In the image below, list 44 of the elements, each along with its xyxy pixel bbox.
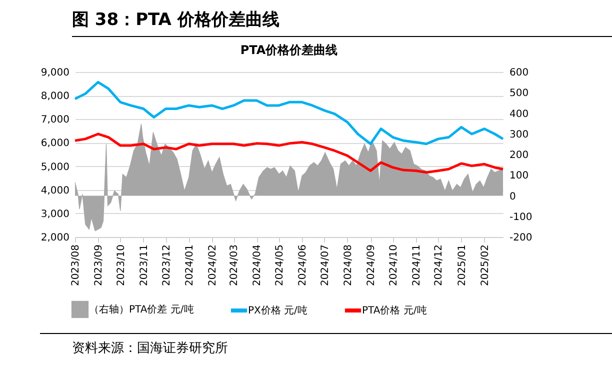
chart-subtitle: PTA价格价差曲线 [240, 43, 338, 57]
y2-tick-label: -200 [510, 232, 532, 244]
legend-label: （右轴）PTA价差 元/吨 [89, 303, 194, 316]
text: 资料来源：国海证券研究所 [72, 340, 228, 357]
x-tick-label: 2024/04 [252, 244, 264, 286]
y-tick-label: 6,000 [40, 138, 70, 150]
x-tick-label: 2025/01 [456, 244, 468, 286]
x-tick-label: 2024/08 [342, 244, 354, 286]
y-tick-label: 9,000 [40, 68, 70, 78]
x-tick-label: 2024/02 [207, 244, 218, 286]
x-tick-label: 2025/02 [480, 244, 491, 286]
x-tick-label: 2024/12 [434, 244, 445, 286]
x-tick-label: 2023/10 [116, 244, 127, 286]
x-tick-label: 2023/12 [161, 244, 172, 286]
x-tick-label: 2024/05 [274, 244, 286, 286]
y-tick-label: 8,000 [40, 91, 70, 102]
x-tick-label: 2023/11 [138, 244, 150, 286]
y2-tick-label: 0 [510, 191, 516, 202]
y-tick-label: 2,000 [40, 232, 70, 244]
y2-tick-label: -100 [510, 212, 532, 223]
x-tick-label: 2024/01 [184, 244, 196, 286]
x-tick-label: 2023/09 [94, 244, 105, 286]
y-tick-label: 7,000 [40, 114, 70, 126]
x-tick-label: 2024/06 [298, 244, 309, 286]
y2-tick-label: 400 [510, 108, 529, 120]
line-series [74, 80, 504, 146]
x-tick-label: 2024/03 [229, 244, 240, 286]
x-tick-label: 2023/08 [70, 244, 82, 286]
line-series [74, 132, 504, 174]
y2-tick-label: 300 [510, 129, 529, 140]
legend-label: PTA价格 元/吨 [362, 304, 427, 316]
x-tick-label: 2024/11 [411, 244, 422, 286]
x-tick-label: 2024/09 [366, 244, 378, 286]
x-tick-label: 2024/07 [320, 244, 331, 286]
legend-label: PX价格 元/吨 [248, 304, 308, 316]
y2-tick-label: 100 [510, 170, 529, 182]
y-tick-label: 5,000 [40, 162, 70, 173]
y-tick-label: 4,000 [40, 185, 70, 196]
chart-title: 图 38：PTA 价格价差曲线 [72, 9, 280, 31]
x-tick-label: 2024/10 [388, 244, 400, 286]
y2-tick-label: 200 [510, 150, 529, 161]
y2-tick-label: 600 [510, 68, 529, 78]
y2-tick-label: 500 [510, 88, 529, 100]
y-tick-label: 3,000 [40, 208, 70, 220]
